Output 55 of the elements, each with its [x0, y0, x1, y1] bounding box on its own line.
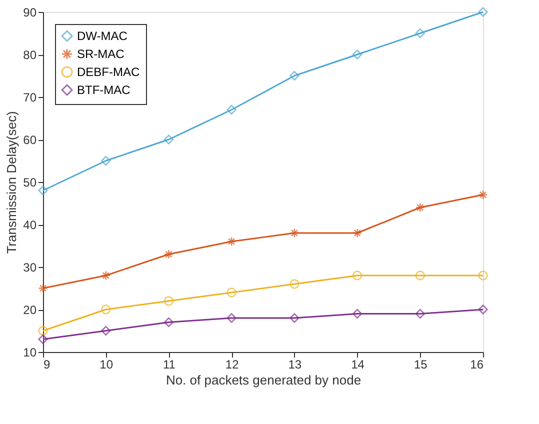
point [164, 249, 174, 260]
x-axis-title: No. of packets generated by node [166, 372, 362, 388]
point [164, 317, 174, 328]
point [290, 279, 300, 289]
point [415, 202, 425, 212]
y-tick-label: 40 [23, 218, 37, 232]
point [101, 270, 111, 280]
point [352, 308, 362, 319]
point [352, 50, 362, 60]
point [226, 313, 236, 323]
point [226, 288, 236, 298]
y-tick-label: 30 [23, 260, 37, 274]
y-tick-label: 70 [23, 90, 37, 104]
point [478, 7, 488, 17]
x-tick-label: 10 [100, 358, 114, 372]
point [478, 270, 488, 280]
x-tick-label: 14 [351, 358, 365, 372]
point [290, 228, 300, 238]
point [101, 156, 111, 166]
point [478, 304, 488, 314]
point [290, 313, 300, 323]
x-tick-label: 15 [414, 358, 428, 372]
point [352, 270, 362, 280]
point [38, 334, 48, 344]
point [38, 186, 48, 196]
legend-label: DW-MAC [77, 29, 128, 43]
point [226, 104, 236, 115]
point [38, 326, 48, 336]
legend-label: SR-MAC [77, 47, 125, 61]
point [352, 228, 362, 238]
point [226, 236, 236, 246]
legend-label: BTF-MAC [77, 83, 131, 97]
point [164, 134, 174, 144]
point [415, 308, 425, 319]
point [415, 28, 425, 38]
y-tick-label: 50 [23, 176, 37, 190]
x-tick-label: 16 [470, 358, 484, 372]
y-tick-label: 10 [23, 346, 37, 360]
point [415, 270, 425, 280]
y-tick-label: 80 [23, 48, 37, 62]
y-axis-title: Transmission Delay(sec) [4, 111, 20, 254]
y-tick-label: 20 [23, 303, 37, 317]
x-tick-label: 12 [225, 358, 240, 372]
x-tick-label: 11 [162, 358, 176, 372]
x-tick-label: 9 [44, 358, 50, 372]
x-tick-label: 13 [288, 358, 302, 372]
y-tick-label: 60 [23, 133, 37, 147]
legend-label: DEBF-MAC [77, 65, 140, 79]
point [164, 296, 174, 306]
point [290, 70, 300, 81]
point [101, 304, 111, 314]
y-tick-label: 90 [23, 6, 37, 20]
point [38, 283, 48, 294]
point [101, 326, 111, 336]
point [478, 190, 488, 200]
